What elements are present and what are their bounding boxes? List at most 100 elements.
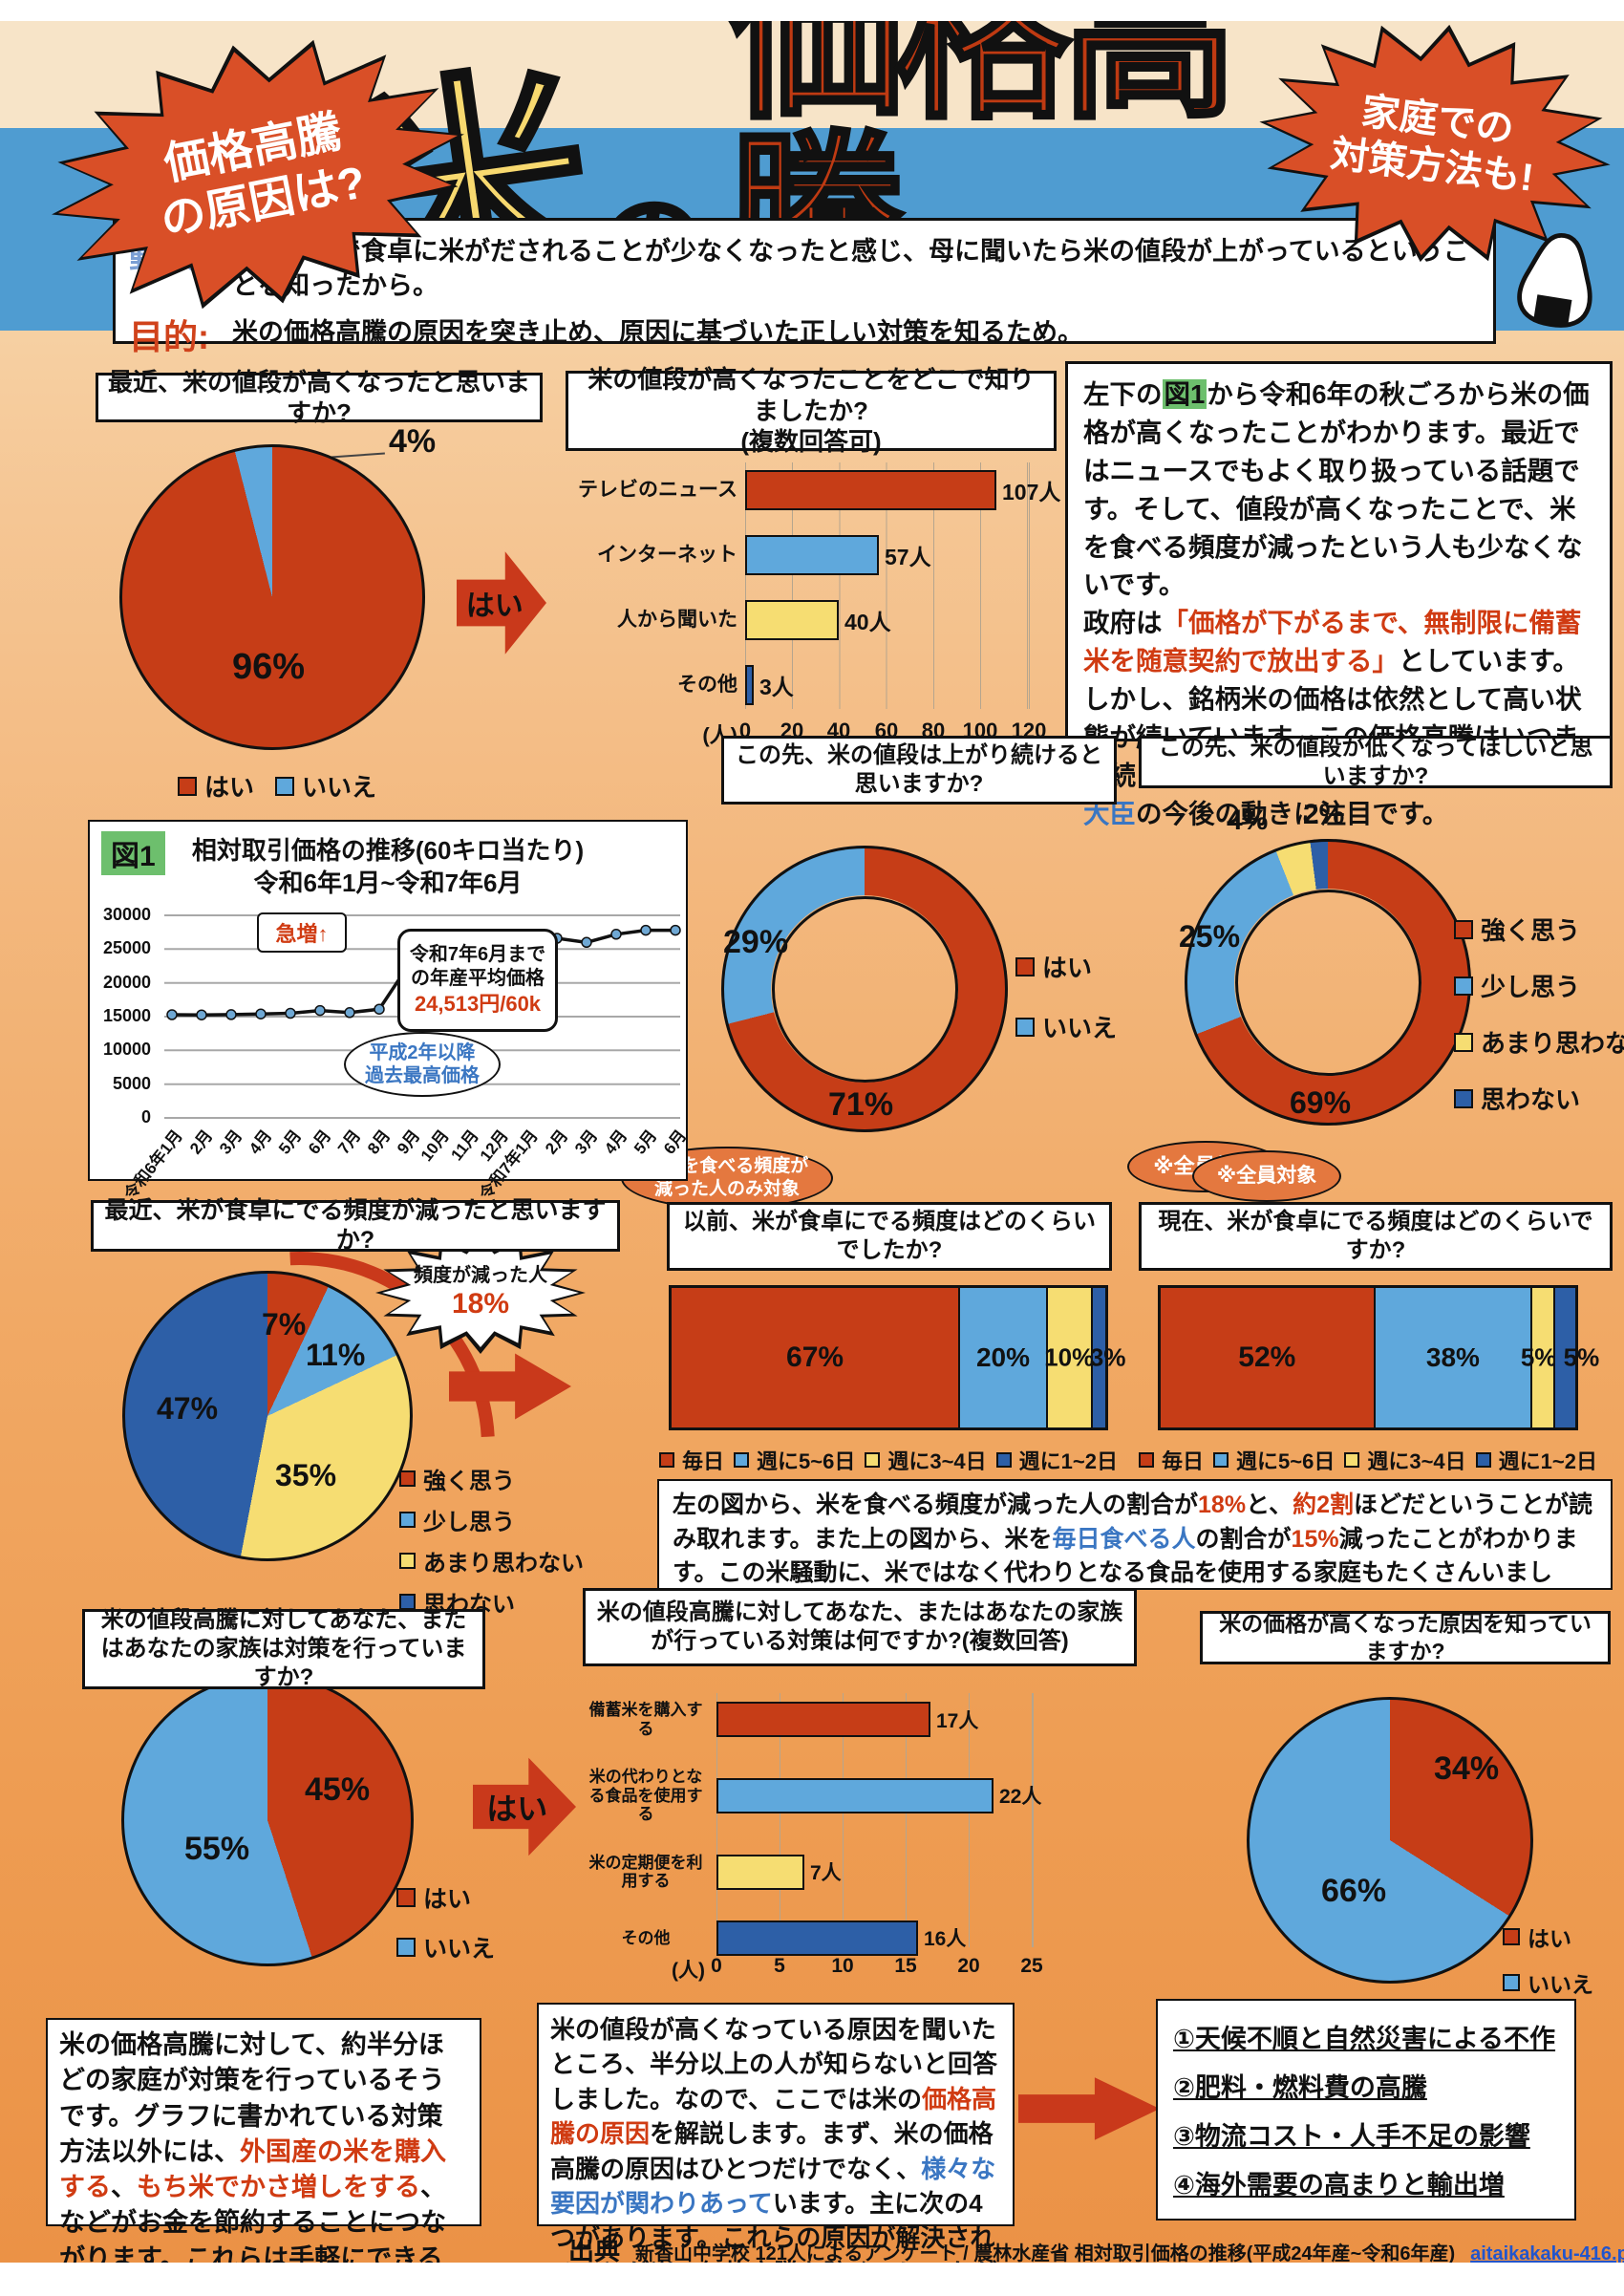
q8-legend: はい いいえ — [396, 1880, 495, 1964]
conclusion-middle-box: 米の値段が高くなっている原因を聞いたところ、半分以上の人が知らないと回答しました… — [537, 2003, 1015, 2296]
q7-seg-3-4days: 5% — [1521, 1288, 1556, 1427]
blue-square-icon — [734, 1452, 750, 1468]
q5-18pct-starburst: 頻度が減った人 18% — [375, 1232, 586, 1354]
red-square-icon — [1015, 956, 1035, 976]
q9-bar-stockpile — [716, 1702, 930, 1738]
q7-seg-5-6days: 38% — [1375, 1288, 1533, 1427]
q5-burst-18: 18% — [451, 1288, 510, 1320]
q1-label-4: 4% — [389, 423, 437, 460]
q2-question-box: 米の値段が高くなったことをどこで知りましたか? (複数回答可) — [566, 365, 1057, 456]
fig1-xtick: 6月 — [659, 1127, 690, 1158]
fig1-xtick: 令和6年1月 — [120, 1127, 186, 1204]
concl-price-cause: 価格高騰の原因 — [550, 2084, 996, 2149]
q1-yes-arrow: はい — [457, 551, 546, 654]
info-s3: 政府は — [1083, 608, 1163, 638]
q4-label-2: 2% — [1303, 799, 1344, 831]
q7-stacked-bar: 52% 38% 5% 5% — [1158, 1285, 1599, 1430]
q3-label-29: 29% — [723, 924, 789, 960]
q8-pie-chart: 45% 55% はい いいえ — [121, 1674, 495, 1966]
blue-square-icon — [1503, 1974, 1520, 1991]
info-s5: の今後の動きに注目です。 — [1136, 798, 1449, 828]
q3-legend: はい いいえ — [1015, 949, 1117, 1044]
q9-bar-other — [716, 1920, 918, 1956]
blue-square-icon — [275, 776, 294, 796]
source-label: 出典 — [568, 2237, 620, 2265]
motive-purpose-box: 動機: 最近、家で食卓に米がだされることが少なくなったと感じ、母に聞いたら米の値… — [113, 218, 1496, 356]
q4-legend: 強く思う 少し思う あまり思わない 思わない — [1454, 912, 1624, 1116]
q8-pie — [121, 1674, 414, 1966]
q2-bar-other — [745, 665, 754, 705]
q8-question-box: 米の値段高騰に対してあなた、またはあなたの家族は対策を行っていますか? — [82, 1607, 485, 1690]
q9-bar-row-substitute: 米の代わりとなる食品を使用する 22人 — [588, 1768, 1042, 1824]
fig1-reference: 図1 — [1162, 379, 1207, 409]
fig1-xtick: 3月 — [215, 1127, 246, 1158]
cause-item-4: ④海外需要の高まりと輸出増 — [1173, 2171, 1505, 2199]
blue-square-icon — [396, 1938, 416, 1957]
cause-item-1: ①天候不順と自然災害による不作 — [1173, 2025, 1556, 2053]
q2-bar-row-other: その他 3人 — [573, 665, 1060, 705]
fig1-chart-box: 図1 相対取引価格の推移(60キロ当たり) 令和6年1月~令和7年6月 — [88, 820, 690, 1203]
fig1-xtick: 6月 — [304, 1127, 334, 1158]
analysis-2wari: 約2割 — [1293, 1491, 1354, 1518]
yellow-square-icon — [399, 1553, 416, 1569]
q1-question-box: 最近、米の値段が高くなったと思いますか? — [96, 368, 543, 427]
q6-stacked-bar: 67% 20% 10% 3% — [669, 1285, 1125, 1430]
q10-legend: はい いいえ — [1503, 1920, 1593, 1999]
q5-question-box: 最近、米が食卓にでる頻度が減ったと思いますか? — [91, 1197, 620, 1254]
source-pdf-link[interactable]: aitaikakaku-416.pdf — [1470, 2243, 1624, 2264]
fig1-record-oval: 平成2年以降 過去最高価格 — [344, 1032, 501, 1097]
cause-item-3: ③物流コスト・人手不足の影響 — [1173, 2122, 1530, 2151]
q1-legend: はい いいえ — [162, 768, 392, 804]
q1-arrow-label: はい — [465, 590, 524, 622]
fig1-xtick: 4月 — [600, 1127, 630, 1158]
causes-list-box: ①天候不順と自然災害による不作 ②肥料・燃料費の高騰 ③物流コスト・人手不足の影… — [1156, 1999, 1576, 2221]
q6-seg-3-4days: 10% — [1044, 1288, 1094, 1427]
q2-bar-row-heard: 人から聞いた 40人 — [573, 600, 1060, 640]
q2-bar-heard — [745, 600, 839, 640]
info-text-box: 左下の図1から令和6年の秋ごろから米の価格が高くなったことがわかります。最近では… — [1065, 361, 1613, 828]
fig1-ytick-15000: 15000 — [102, 1006, 151, 1025]
q6-seg-everyday: 67% — [672, 1288, 961, 1427]
fig1-xtick: 5月 — [630, 1127, 660, 1158]
q7-question-box: 現在、米が食卓にでる頻度はどのくらいですか? — [1139, 1202, 1613, 1271]
fig1-xtick: 7月 — [333, 1127, 364, 1158]
red-square-icon — [1503, 1928, 1520, 1945]
analysis-18pct: 18% — [1198, 1491, 1247, 1518]
fig1-ytick-30000: 30000 — [102, 905, 151, 924]
q6-seg-5-6days: 20% — [960, 1288, 1048, 1427]
fig1-ytick-20000: 20000 — [102, 973, 151, 992]
fig1-surge-callout: 急増↑ — [257, 912, 347, 953]
q9-bar-row-other: その他 16人 — [583, 1920, 1041, 1956]
q7-legend: 毎日 週に5~6日 週に3~4日 週に1~2日 — [1139, 1445, 1597, 1475]
q2-bar-internet — [745, 535, 879, 575]
fig1-xtick: 3月 — [570, 1127, 601, 1158]
fig1-price-bubble: 令和7年6月まで の年産平均価格 24,513円/60k — [397, 929, 558, 1032]
bottom-margin — [0, 2263, 1624, 2296]
analysis-everyday-eaters: 毎日食べる人 — [1052, 1525, 1196, 1553]
red-square-icon — [659, 1452, 674, 1468]
fig1-title-line1: 相対取引価格の推移(60キロ当たり) — [191, 836, 585, 865]
q2-bar-row-tv: テレビのニュース 107人 — [573, 470, 1060, 510]
q5-label-47: 47% — [157, 1391, 219, 1426]
q3-label-71: 71% — [828, 1086, 894, 1123]
dark-blue-square-icon — [1475, 1452, 1491, 1468]
purpose-label: 目的: — [129, 316, 209, 356]
dark-blue-square-icon — [995, 1452, 1012, 1468]
analysis-15pct: 15% — [1291, 1525, 1339, 1553]
red-square-icon — [1139, 1452, 1154, 1468]
q2-bar-row-internet: インターネット 57人 — [573, 535, 1060, 575]
fig1-xtick: 2月 — [541, 1127, 571, 1158]
fig1-ytick-0: 0 — [140, 1107, 151, 1127]
q10-question-box: 米の価格が高くなった原因を知っていますか? — [1200, 1611, 1611, 1664]
q9-bar-row-subscription: 米の定期便を利用する 7人 — [588, 1853, 842, 1891]
q6-seg-1-2days: 3% — [1090, 1288, 1125, 1427]
q1-legend-no: いいえ — [275, 768, 376, 804]
info-red-quote: 「価格が下がるまで、無制限に備蓄米を随意契約で放出する」 — [1083, 608, 1582, 676]
q4-label-25: 25% — [1179, 919, 1241, 954]
fig1-title-line2: 令和6年1月~令和7年6月 — [253, 869, 523, 897]
fig1-xtick: 8月 — [363, 1127, 394, 1158]
q4-label-4: 4% — [1227, 805, 1268, 837]
yellow-square-icon — [1344, 1452, 1360, 1468]
q10-label-34: 34% — [1434, 1750, 1500, 1787]
